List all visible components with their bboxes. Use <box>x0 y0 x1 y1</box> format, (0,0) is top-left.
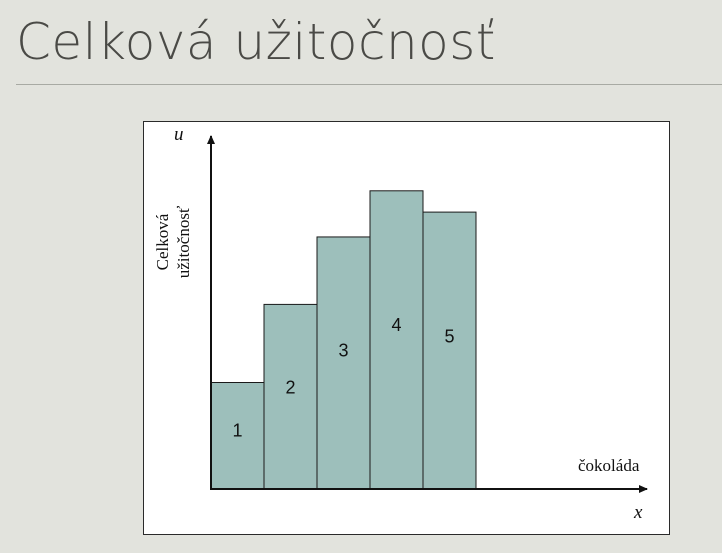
y-axis-symbol: u <box>174 124 184 145</box>
bar-label-3: 3 <box>338 340 348 360</box>
bar-5 <box>422 211 477 490</box>
bar-1 <box>210 382 265 490</box>
bar-label-1: 1 <box>232 420 242 440</box>
y-axis-label-line-2: užitočnosť <box>174 206 193 278</box>
y-axis-label-line-1: Celková <box>153 213 172 270</box>
slide-title: Celková užitočnosť <box>16 13 496 71</box>
bar-4 <box>369 190 424 490</box>
bar-2 <box>263 303 318 490</box>
bar-label-4: 4 <box>391 315 401 335</box>
chart-svg: 1 2 3 4 5 u x čokoláda Celková užitočnosť <box>153 124 648 523</box>
title-divider <box>16 84 722 85</box>
x-axis-symbol: x <box>633 502 643 523</box>
bar-3 <box>316 236 371 490</box>
x-axis-label: čokoláda <box>578 456 640 475</box>
bar-label-5: 5 <box>444 327 454 347</box>
chart-frame: 1 2 3 4 5 u x čokoláda Celková užitočnosť <box>143 121 670 535</box>
bar-label-2: 2 <box>285 377 295 397</box>
bars-group: 1 2 3 4 5 <box>210 190 477 490</box>
